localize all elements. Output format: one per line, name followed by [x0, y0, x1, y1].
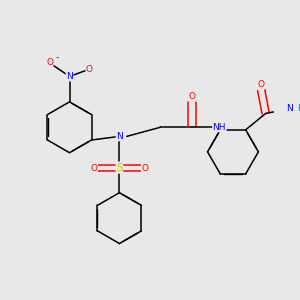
Text: H: H — [297, 104, 300, 113]
Text: S: S — [116, 163, 123, 173]
Text: NH: NH — [213, 123, 226, 132]
Text: O: O — [46, 58, 53, 67]
Text: N: N — [286, 104, 293, 113]
Text: O: O — [91, 164, 98, 173]
Text: O: O — [189, 92, 196, 101]
Text: O: O — [141, 164, 148, 173]
Text: N: N — [116, 132, 123, 141]
Text: O: O — [86, 65, 93, 74]
Text: N: N — [66, 72, 73, 81]
Text: -: - — [55, 52, 58, 62]
Text: O: O — [258, 80, 265, 89]
